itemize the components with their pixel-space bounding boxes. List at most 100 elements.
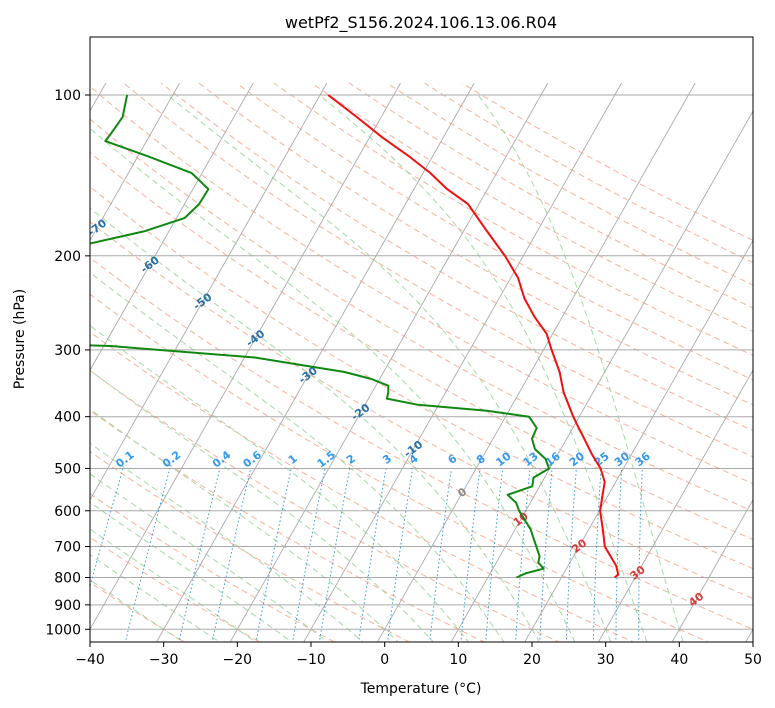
y-axis-label: Pressure (hPa): [12, 289, 28, 389]
dry-adiabat: [90, 581, 186, 642]
isotherm: [745, 628, 753, 642]
isotherm-label: 0: [455, 485, 469, 500]
isotherm-label: -50: [191, 290, 215, 313]
x-tick-label: 30: [597, 652, 615, 668]
dry-adiabat: [90, 186, 753, 570]
isotherm: [303, 82, 622, 642]
dry-adiabat: [90, 293, 710, 642]
mixing-ratio-line: [124, 468, 171, 642]
dry-adiabat: [424, 82, 753, 264]
dry-adiabat: [90, 409, 486, 642]
y-tick-label: 300: [54, 343, 81, 359]
background-lines: [90, 82, 753, 642]
dry-adiabat: [90, 493, 336, 642]
isotherm: [90, 82, 328, 501]
isotherm-label: -40: [244, 327, 268, 350]
mixing-ratio-line: [485, 468, 504, 642]
moist-adiabat: [90, 271, 505, 642]
mixing-ratio-label: 10: [493, 449, 513, 469]
x-tick-label: −40: [75, 652, 105, 668]
isotherm: [524, 239, 753, 642]
mixing-ratio-line: [615, 468, 623, 642]
dry-adiabat: [90, 450, 411, 642]
mixing-ratio-label: 0.6: [241, 448, 265, 470]
x-tick-label: −30: [149, 652, 179, 668]
dry-adiabat: [90, 85, 753, 485]
dry-adiabat: [311, 82, 753, 332]
chart-title: wetPf2_S156.2024.106.13.06.R04: [285, 13, 557, 33]
mixing-ratio-label: 1.5: [315, 448, 338, 470]
dry-adiabat: [90, 221, 753, 600]
isotherm: [450, 110, 753, 642]
x-tick-label: −10: [296, 652, 326, 668]
isotherm-label: -70: [85, 216, 109, 239]
moist-adiabat: [90, 324, 470, 642]
mixing-ratio-line: [638, 468, 643, 642]
isotherm: [90, 82, 254, 372]
mixing-ratio-label: 30: [612, 449, 632, 469]
mixing-ratio-label: 0.4: [210, 448, 234, 470]
x-axis-label: Temperature (°C): [360, 681, 482, 697]
isotherm: [90, 82, 180, 242]
isotherm: [671, 498, 753, 642]
y-tick-label: 1000: [45, 622, 81, 638]
y-tick-label: 800: [54, 571, 81, 587]
dry-adiabat: [198, 82, 753, 406]
x-tick-label: 50: [744, 652, 762, 668]
mixing-ratio-line: [358, 468, 387, 642]
temperature-line: [327, 94, 620, 579]
mixing-ratio-label: 4: [407, 452, 421, 467]
mixing-ratio-line: [90, 468, 124, 589]
moist-adiabat: [477, 94, 684, 642]
mixing-ratio-line: [387, 468, 414, 642]
mixing-ratio-label: 1: [286, 452, 300, 467]
dry-adiabat: [236, 82, 753, 381]
y-tick-label: 900: [54, 598, 81, 614]
mixing-ratio-line: [539, 468, 553, 642]
dry-adiabat: [90, 331, 635, 642]
plot-area: -100-90-80-70-60-50-40-30-20-10010203040…: [0, 82, 753, 642]
dry-adiabat: [386, 82, 753, 286]
y-axis: 100 200 300 400 500 600 700 800 900 1000: [45, 88, 90, 638]
mixing-ratio-line: [460, 468, 481, 642]
y-tick-label: 200: [54, 249, 81, 265]
isotherm: [90, 82, 401, 631]
x-tick-label: 10: [449, 652, 467, 668]
isotherm-label: 20: [569, 536, 589, 556]
dewpoint-line: [90, 94, 550, 579]
mixing-ratio-label: 3: [380, 452, 394, 467]
mixing-ratio-label: 8: [474, 452, 488, 467]
mixing-ratio-line: [211, 468, 252, 642]
isotherm-label: -80: [33, 179, 57, 202]
x-tick-label: 0: [380, 652, 389, 668]
isotherm: [597, 369, 753, 642]
sounding-profiles: [90, 94, 620, 579]
mixing-ratio-line: [515, 468, 531, 642]
x-tick-label: 40: [670, 652, 688, 668]
mixing-ratio-label: 20: [567, 449, 587, 469]
dry-adiabat: [160, 82, 753, 432]
dry-adiabat: [90, 151, 753, 541]
mixing-ratio-label: 0.1: [113, 448, 136, 470]
mixing-ratio-line: [592, 468, 602, 642]
x-tick-label: 20: [523, 652, 541, 668]
plot-frame: [89, 36, 754, 643]
y-tick-label: 700: [54, 540, 81, 556]
moist-adiabat: [90, 579, 184, 642]
isotherm-label: -90: [0, 143, 4, 166]
dry-adiabat: [90, 369, 561, 642]
x-axis: −40 −30 −20 −10 0 10 20 30 40 50: [75, 642, 762, 668]
y-tick-label: 100: [54, 88, 81, 104]
isotherm-label: -60: [138, 253, 162, 276]
isotherm: [376, 82, 696, 642]
dry-adiabat: [123, 82, 753, 458]
x-tick-label: −20: [223, 652, 253, 668]
mixing-ratio-label: 2: [344, 452, 358, 467]
moist-adiabat: [90, 501, 293, 642]
dry-adiabat: [349, 82, 753, 309]
isotherm-label: 30: [628, 563, 648, 583]
mixing-ratio-line: [178, 468, 221, 642]
moist-adiabat: [90, 207, 540, 642]
line-labels: -100-90-80-70-60-50-40-30-20-10010203040…: [0, 143, 707, 609]
